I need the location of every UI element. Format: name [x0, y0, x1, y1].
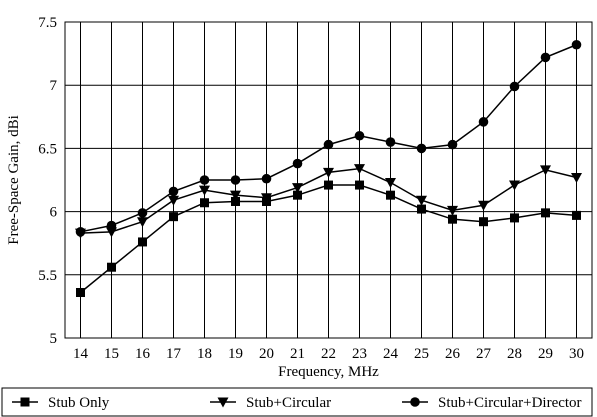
- data-point: [540, 165, 551, 176]
- data-point: [168, 195, 179, 206]
- data-point: [416, 195, 427, 206]
- data-point: [509, 81, 520, 92]
- data-point: [447, 139, 458, 150]
- data-point: [199, 185, 210, 196]
- x-tick-label: 20: [259, 346, 274, 362]
- x-tick-label: 18: [197, 346, 212, 362]
- data-point: [200, 198, 209, 208]
- grid-lines: [65, 21, 592, 339]
- x-tick-labels: 14 15 16 17 18 19 20 21 22 23 24 25 26 27 28 29 30: [73, 346, 584, 362]
- plot-frame: [64, 21, 593, 339]
- legend-item: Stub Only: [12, 395, 110, 411]
- y-tick-label: 6: [50, 205, 58, 221]
- y-tick-label: 6.5: [38, 141, 57, 157]
- data-point: [107, 262, 116, 272]
- series-1: [75, 164, 582, 239]
- x-tick-label: 14: [73, 346, 89, 362]
- legend-marker: [410, 397, 420, 407]
- y-tick-label: 5: [50, 331, 58, 347]
- x-tick-label: 16: [135, 346, 151, 362]
- y-axis-label: Free-Space Gain, dBi: [6, 115, 22, 245]
- data-point: [292, 183, 303, 194]
- x-tick-label: 15: [104, 346, 119, 362]
- legend-label: Stub+Circular: [246, 395, 331, 411]
- data-point: [510, 213, 519, 223]
- data-point: [448, 214, 457, 224]
- x-tick-label: 26: [445, 346, 461, 362]
- x-tick-label: 27: [476, 346, 492, 362]
- legend-marker: [217, 397, 229, 408]
- data-point: [230, 175, 241, 185]
- legend-marker: [20, 397, 30, 407]
- data-point: [540, 52, 551, 63]
- y-tick-labels: 5 5.5 6 6.5 7 7.5: [38, 15, 57, 347]
- data-point: [106, 220, 117, 231]
- legend-label: Stub Only: [48, 395, 110, 411]
- data-point: [261, 193, 272, 204]
- series-group: [75, 39, 582, 297]
- legend-item: Stub+Circular+Director: [402, 395, 582, 411]
- y-tick-label: 5.5: [38, 268, 57, 284]
- data-point: [292, 158, 303, 169]
- data-point: [478, 117, 489, 127]
- data-point: [478, 200, 489, 211]
- x-tick-label: 23: [352, 346, 367, 362]
- x-tick-label: 29: [538, 346, 553, 362]
- x-tick-label: 30: [569, 346, 584, 362]
- data-point: [355, 180, 364, 190]
- data-point: [417, 204, 426, 214]
- data-point: [137, 217, 148, 228]
- data-point: [76, 287, 85, 297]
- series-0: [76, 180, 581, 297]
- legend-item: Stub+Circular: [210, 395, 331, 411]
- x-tick-label: 28: [507, 346, 522, 362]
- legend-box: [1, 387, 593, 417]
- data-point: [230, 190, 241, 201]
- data-point: [447, 205, 458, 216]
- data-point: [199, 175, 210, 185]
- data-point: [169, 212, 178, 222]
- data-point: [385, 178, 396, 189]
- data-point: [386, 190, 395, 200]
- data-point: [323, 167, 334, 178]
- x-tick-label: 24: [383, 346, 399, 362]
- data-point: [75, 227, 86, 237]
- data-point: [106, 227, 117, 238]
- data-point: [354, 164, 365, 175]
- data-point: [385, 137, 396, 147]
- x-tick-label: 21: [290, 346, 305, 362]
- data-point: [168, 186, 179, 197]
- y-tick-label: 7.5: [38, 15, 57, 31]
- data-point: [261, 173, 272, 184]
- data-point: [541, 208, 550, 218]
- data-point: [231, 196, 240, 206]
- data-point: [324, 180, 333, 190]
- data-point: [138, 237, 147, 247]
- series-2: [75, 39, 582, 237]
- data-point: [479, 217, 488, 227]
- data-point: [137, 208, 148, 218]
- x-tick-label: 19: [228, 346, 243, 362]
- legend-label: Stub+Circular+Director: [438, 395, 582, 411]
- x-tick-label: 25: [414, 346, 429, 362]
- x-tick-label: 22: [321, 346, 336, 362]
- data-point: [572, 210, 581, 220]
- y-tick-label: 7: [50, 78, 58, 94]
- data-point: [571, 39, 582, 50]
- data-point: [571, 172, 582, 183]
- x-tick-label: 17: [166, 346, 182, 362]
- data-point: [323, 139, 334, 150]
- data-point: [509, 180, 520, 191]
- data-point: [354, 130, 365, 141]
- x-axis-label: Frequency, MHz: [278, 364, 379, 380]
- legend: Stub Only Stub+Circular Stub+Circular+Dire…: [1, 387, 593, 417]
- data-point: [416, 143, 427, 154]
- data-point: [293, 190, 302, 200]
